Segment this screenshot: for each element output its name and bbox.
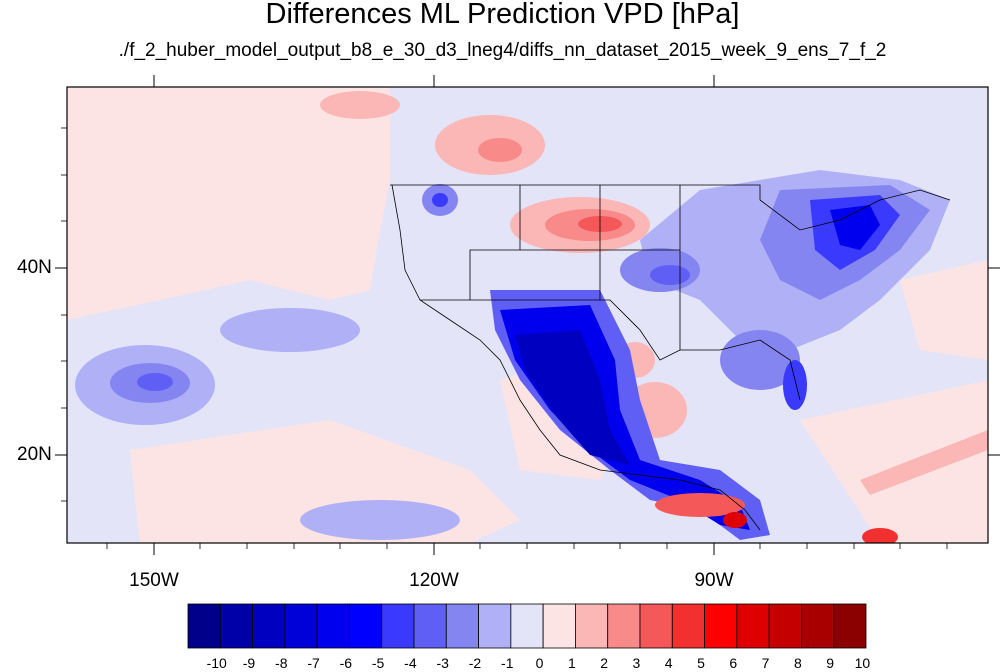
- colorbar-label: -2: [468, 655, 482, 671]
- colorbar-swatch: [542, 603, 576, 649]
- colorbar-label: -1: [501, 655, 514, 671]
- colorbar-swatch: [704, 603, 738, 649]
- colorbar-label: 4: [664, 655, 673, 671]
- colorbar-swatch: [413, 603, 447, 649]
- colorbar-label: 8: [793, 655, 802, 671]
- colorbar-swatch: [736, 603, 770, 649]
- colorbar-label: 6: [729, 655, 738, 671]
- colorbar-swatch: [575, 603, 609, 649]
- colorbar-label: 0: [535, 655, 544, 671]
- lat-label-20n: 20N: [17, 444, 52, 465]
- map-title: Differences ML Prediction VPD [hPa]: [265, 0, 740, 30]
- axis-minor-ticks: [61, 127, 948, 549]
- colorbar-label: 9: [826, 655, 835, 671]
- colorbar-swatch: [349, 603, 383, 649]
- colorbar-swatch: [381, 603, 415, 649]
- colorbar-swatch: [671, 603, 705, 649]
- colorbar-swatch: [187, 603, 221, 649]
- colorbar-swatch: [833, 603, 867, 649]
- colorbar-label: 10: [854, 655, 871, 671]
- colorbar-swatch: [639, 603, 673, 649]
- colorbar-swatch: [284, 603, 318, 649]
- lon-label-120w: 120W: [409, 570, 459, 591]
- colorbar-label: 1: [567, 655, 576, 671]
- colorbar-label: -5: [371, 655, 385, 671]
- colorbar-label: -9: [242, 655, 256, 671]
- coastlines: [390, 184, 951, 531]
- colorbar-swatch: [801, 603, 835, 649]
- colorbar-swatch: [478, 603, 512, 649]
- colorbar-label: 2: [600, 655, 609, 671]
- colorbar-swatch: [252, 603, 286, 649]
- colorbar-swatch: [316, 603, 350, 649]
- colorbar-label: 5: [697, 655, 705, 671]
- colorbar-label: -6: [339, 655, 353, 671]
- colorbar-swatch: [768, 603, 802, 649]
- colorbar-label: -4: [404, 655, 417, 671]
- axis-ticks: [55, 75, 1000, 555]
- colorbar-label: -7: [307, 655, 320, 671]
- lat-label-40n: 40N: [17, 257, 52, 278]
- colorbar-swatch: [445, 603, 479, 649]
- colorbar-label: 7: [761, 655, 770, 671]
- colorbar-swatch: [219, 603, 253, 649]
- lon-label-150w: 150W: [129, 570, 179, 591]
- colorbar-label: -8: [275, 655, 288, 671]
- colorbar: [187, 603, 867, 649]
- lon-label-90w: 90W: [694, 570, 734, 591]
- colorbar-swatch: [607, 603, 641, 649]
- colorbar-label: -3: [436, 655, 449, 671]
- difference-field: [67, 87, 988, 543]
- colorbar-label: 3: [632, 655, 641, 671]
- map-subtitle: ./f_2_huber_model_output_b8_e_30_d3_lneg…: [118, 40, 887, 61]
- colorbar-label: -10: [206, 655, 227, 671]
- colorbar-swatch: [510, 603, 544, 649]
